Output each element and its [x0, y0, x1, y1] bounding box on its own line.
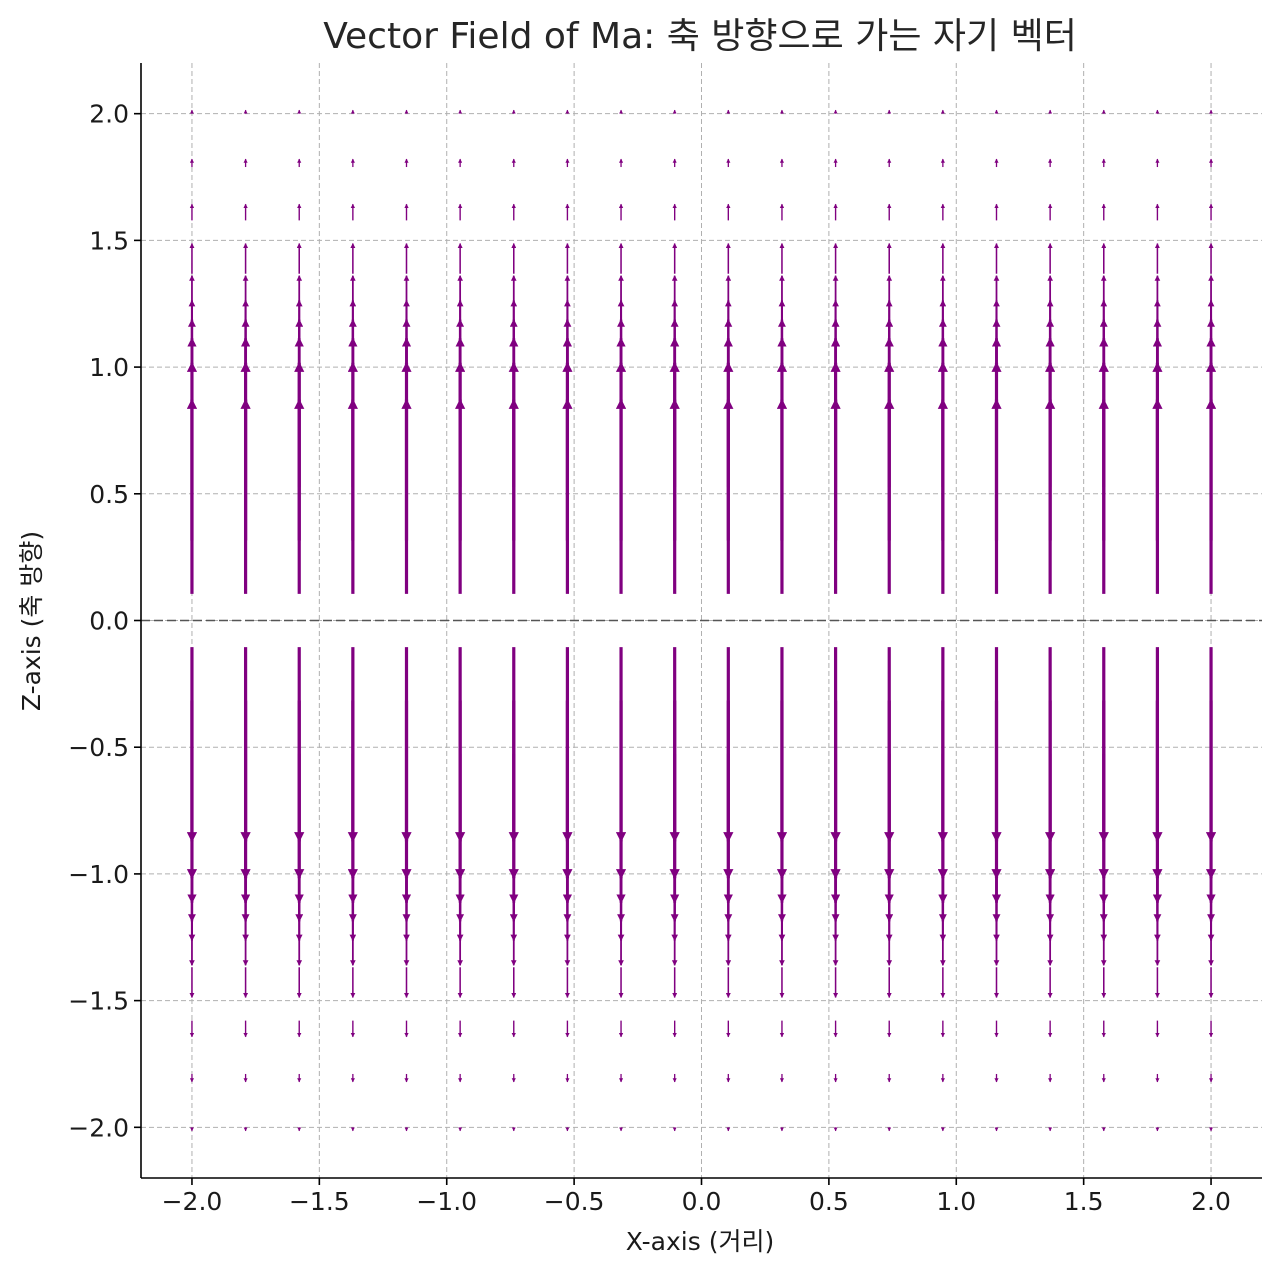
y-tick-label: −1.0 — [68, 860, 129, 889]
axes — [134, 63, 1262, 1185]
chart-title: Vector Field of Ma: 축 방향으로 가는 자기 벡터 — [323, 16, 1077, 57]
x-tick-label: 1.0 — [936, 1187, 976, 1216]
y-axis-label: Z-axis (축 방향) — [17, 531, 46, 711]
x-tick-label: −0.5 — [544, 1187, 605, 1216]
y-tick-label: 1.5 — [89, 226, 129, 255]
y-tick-label: −1.5 — [68, 987, 129, 1016]
x-tick-label: 0.0 — [682, 1187, 722, 1216]
x-tick-label: 2.0 — [1191, 1187, 1231, 1216]
y-tick-label: −2.0 — [68, 1113, 129, 1142]
x-tick-label: 1.5 — [1064, 1187, 1104, 1216]
x-tick-label: −1.5 — [289, 1187, 350, 1216]
x-tick-label: 0.5 — [809, 1187, 849, 1216]
vector-arrows — [186, 109, 1217, 1132]
x-axis-label: X-axis (거리) — [626, 1227, 774, 1256]
y-tick-label: −0.5 — [68, 733, 129, 762]
x-tick-label: −2.0 — [162, 1187, 223, 1216]
x-tick-label: −1.0 — [416, 1187, 477, 1216]
y-tick-label: 0.0 — [89, 607, 129, 636]
y-tick-label: 2.0 — [89, 100, 129, 129]
y-tick-label: 0.5 — [89, 480, 129, 509]
tick-labels: −2.0 −1.5 −1.0 −0.5 0.0 0.5 1.0 1.5 2.0 −2.0 −1.5 −… — [68, 100, 1231, 1216]
y-tick-label: 1.0 — [89, 353, 129, 382]
